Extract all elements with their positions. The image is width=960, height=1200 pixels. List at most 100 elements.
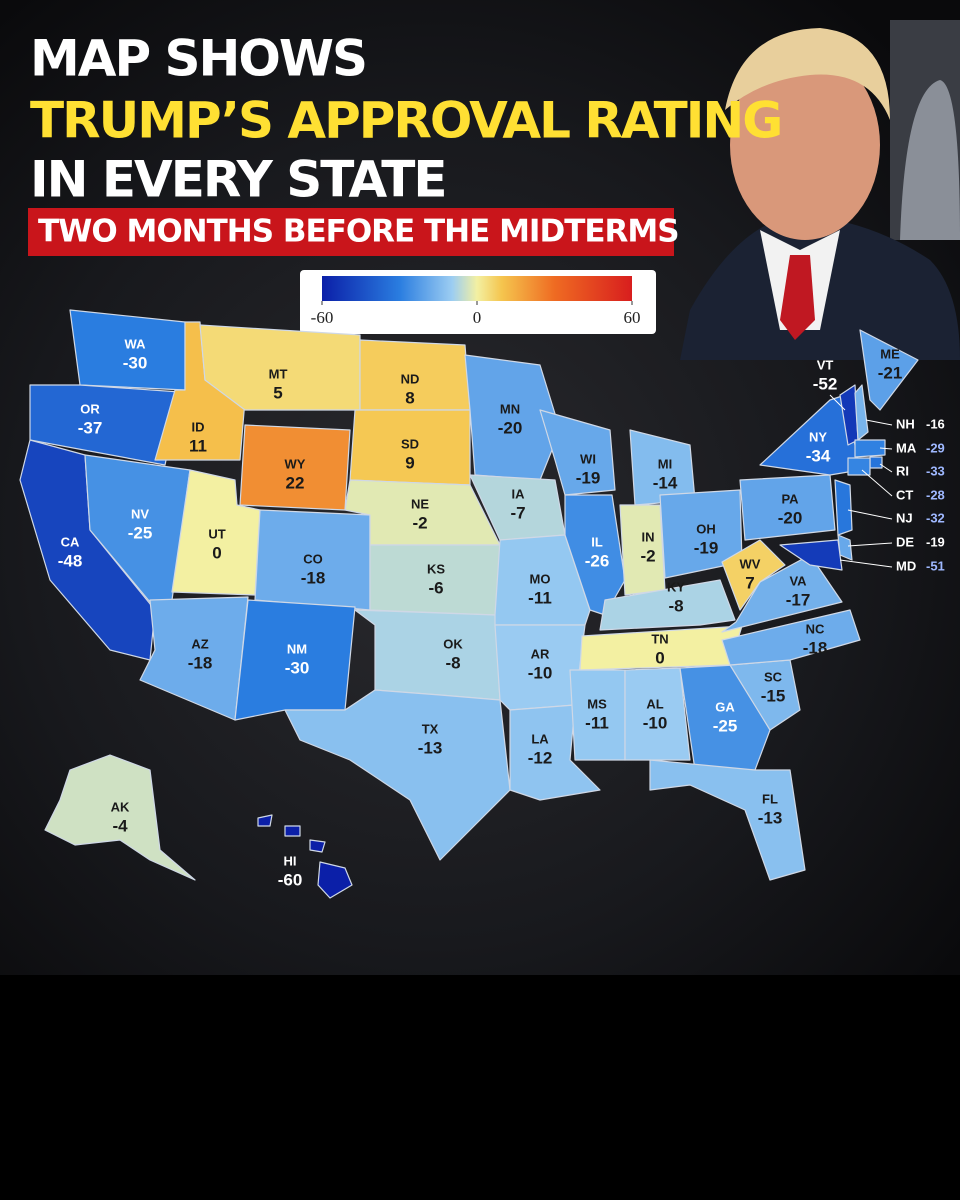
state xyxy=(624,667,691,761)
state-value: -34 xyxy=(806,446,831,465)
state-value: -17 xyxy=(786,590,811,609)
state-value: -14 xyxy=(653,473,678,492)
state-value: -60 xyxy=(278,870,303,889)
state xyxy=(44,754,196,881)
state-value: -20 xyxy=(498,418,523,437)
state-value: -8 xyxy=(668,596,683,615)
state-label: MI xyxy=(658,456,672,471)
state-label: MO xyxy=(530,571,551,586)
state-value: -6 xyxy=(428,578,443,597)
title-line: IN EVERY STATE xyxy=(30,151,446,209)
state-label: LA xyxy=(531,731,549,746)
colorbar-tick-label: -60 xyxy=(311,308,334,327)
state-value: -18 xyxy=(301,568,326,587)
state xyxy=(721,609,861,666)
state-label: TX xyxy=(422,721,439,736)
leader-line xyxy=(839,559,893,568)
state xyxy=(869,456,883,469)
state-value: -16 xyxy=(926,416,945,431)
state-value: -30 xyxy=(285,658,310,677)
state-label: OH xyxy=(696,521,716,536)
state-label: MS xyxy=(587,696,607,711)
state-value: 0 xyxy=(212,543,221,562)
state-label: MN xyxy=(500,401,520,416)
bottom-band xyxy=(0,975,960,1200)
title-line: MAP SHOWS xyxy=(30,30,366,88)
state-value: -11 xyxy=(585,713,609,732)
subtitle: TWO MONTHS BEFORE THE MIDTERMS xyxy=(38,214,679,250)
state-label: IN xyxy=(642,529,655,544)
state-label: NY xyxy=(809,429,827,444)
state xyxy=(854,439,886,458)
state-value: -21 xyxy=(878,363,903,382)
leader-line xyxy=(847,509,893,520)
state-label: KS xyxy=(427,561,445,576)
state-label: NM xyxy=(287,641,307,656)
state-value: 9 xyxy=(405,453,414,472)
state-value: -13 xyxy=(758,808,783,827)
state xyxy=(257,814,353,899)
state-value: 0 xyxy=(655,648,664,667)
state-value: 7 xyxy=(745,573,754,592)
state-label: ND xyxy=(401,371,420,386)
state-value: -32 xyxy=(926,510,945,525)
state-value: -19 xyxy=(694,538,719,557)
state-value: -52 xyxy=(813,374,838,393)
state-label: FL xyxy=(762,791,778,806)
state-value: -51 xyxy=(926,558,945,573)
state-label: CO xyxy=(303,551,323,566)
state-label: OR xyxy=(80,401,100,416)
state-value: -2 xyxy=(640,546,655,565)
state-value: 8 xyxy=(405,388,414,407)
state-value: -25 xyxy=(128,523,153,542)
state-value: -30 xyxy=(123,353,148,372)
state-value: -48 xyxy=(58,551,83,570)
state-label: OK xyxy=(443,636,463,651)
state xyxy=(284,689,511,861)
colorbar-tick-label: 60 xyxy=(624,308,641,327)
state-label: VA xyxy=(789,573,807,588)
state-value: -8 xyxy=(445,653,460,672)
state-label: NE xyxy=(411,496,429,511)
state-label: SD xyxy=(401,436,419,451)
state-label: SC xyxy=(764,669,783,684)
state-value: -10 xyxy=(643,713,668,732)
state-label: PA xyxy=(781,491,799,506)
state-label: KY xyxy=(667,579,685,594)
state-label: NH xyxy=(896,416,915,431)
state-label: WI xyxy=(580,451,596,466)
state-value: -25 xyxy=(713,716,738,735)
state xyxy=(649,759,806,881)
state-value: -18 xyxy=(803,638,828,657)
state-label: ME xyxy=(880,346,900,361)
state xyxy=(199,324,361,411)
state-label: MT xyxy=(269,366,288,381)
state-label: MD xyxy=(896,558,916,573)
state-value: 11 xyxy=(189,436,207,455)
state-value: -7 xyxy=(510,503,525,522)
state-label: AK xyxy=(111,799,130,814)
state xyxy=(834,479,853,536)
state-label: GA xyxy=(715,699,735,714)
state-value: -18 xyxy=(188,653,213,672)
state xyxy=(854,384,869,441)
state-value: -33 xyxy=(926,463,945,478)
portrait xyxy=(680,20,960,360)
state-label: AL xyxy=(646,696,663,711)
state-value: -12 xyxy=(528,748,553,767)
state-value: -20 xyxy=(778,508,803,527)
state-label: NC xyxy=(806,621,825,636)
state xyxy=(721,554,843,633)
leader-line xyxy=(829,394,846,411)
state-label: NJ xyxy=(896,510,913,525)
state-label: VT xyxy=(817,357,834,372)
state xyxy=(139,596,249,721)
state-label: HI xyxy=(284,853,297,868)
state-value: -15 xyxy=(761,686,786,705)
state-value: -10 xyxy=(528,663,553,682)
state-value: 5 xyxy=(273,383,282,402)
state-value: -4 xyxy=(112,816,128,835)
